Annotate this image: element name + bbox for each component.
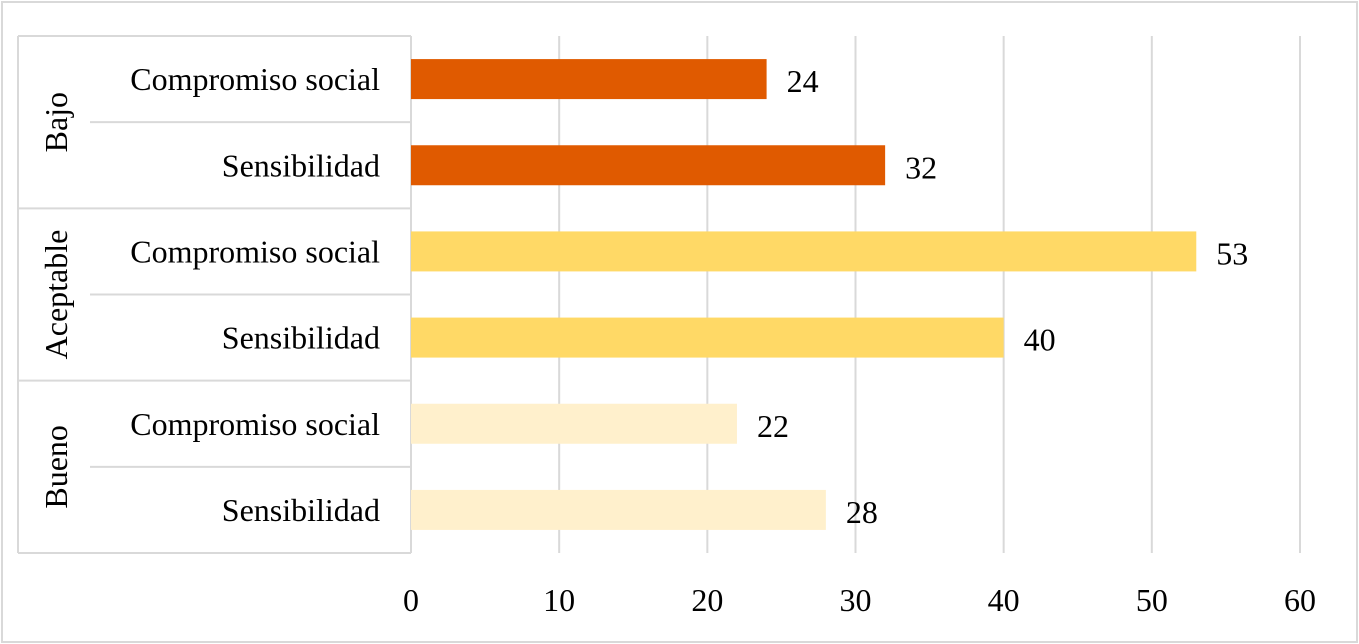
- category-label: Compromiso social: [130, 406, 380, 442]
- x-tick-label: 0: [403, 582, 419, 618]
- bar: [411, 59, 767, 100]
- data-label: 53: [1216, 235, 1248, 271]
- x-tick-label: 20: [691, 582, 723, 618]
- group-label: Bueno: [38, 425, 74, 509]
- data-label: 40: [1024, 322, 1056, 358]
- category-label: Sensibilidad: [222, 320, 380, 356]
- category-axis: Bajo Compromiso social Sensibilidad Aceptab…: [17, 35, 412, 554]
- x-tick-label: 10: [543, 582, 575, 618]
- category-label: Compromiso social: [130, 61, 380, 97]
- x-tick-label: 60: [1284, 582, 1316, 618]
- data-label: 28: [846, 494, 878, 530]
- data-label: 22: [757, 408, 789, 444]
- bar: [411, 317, 1004, 358]
- x-tick-labels: 0 10 20 30 40 50 60: [403, 582, 1316, 618]
- x-tick-label: 50: [1136, 582, 1168, 618]
- bar: [411, 231, 1197, 272]
- category-label: Sensibilidad: [222, 492, 380, 528]
- bar: [411, 489, 826, 530]
- x-tick-label: 40: [988, 582, 1020, 618]
- data-label: 32: [905, 149, 937, 185]
- data-label: 24: [787, 63, 819, 99]
- x-tick-label: 30: [840, 582, 872, 618]
- category-label: Compromiso social: [130, 233, 380, 269]
- gridlines: [558, 36, 1301, 553]
- group-label: Aceptable: [38, 230, 74, 360]
- category-label: Sensibilidad: [222, 147, 380, 183]
- group-label: Bajo: [38, 92, 74, 152]
- bars: 24 32 53 40 22 28: [411, 59, 1248, 530]
- bar: [411, 145, 886, 186]
- bar: [411, 403, 737, 444]
